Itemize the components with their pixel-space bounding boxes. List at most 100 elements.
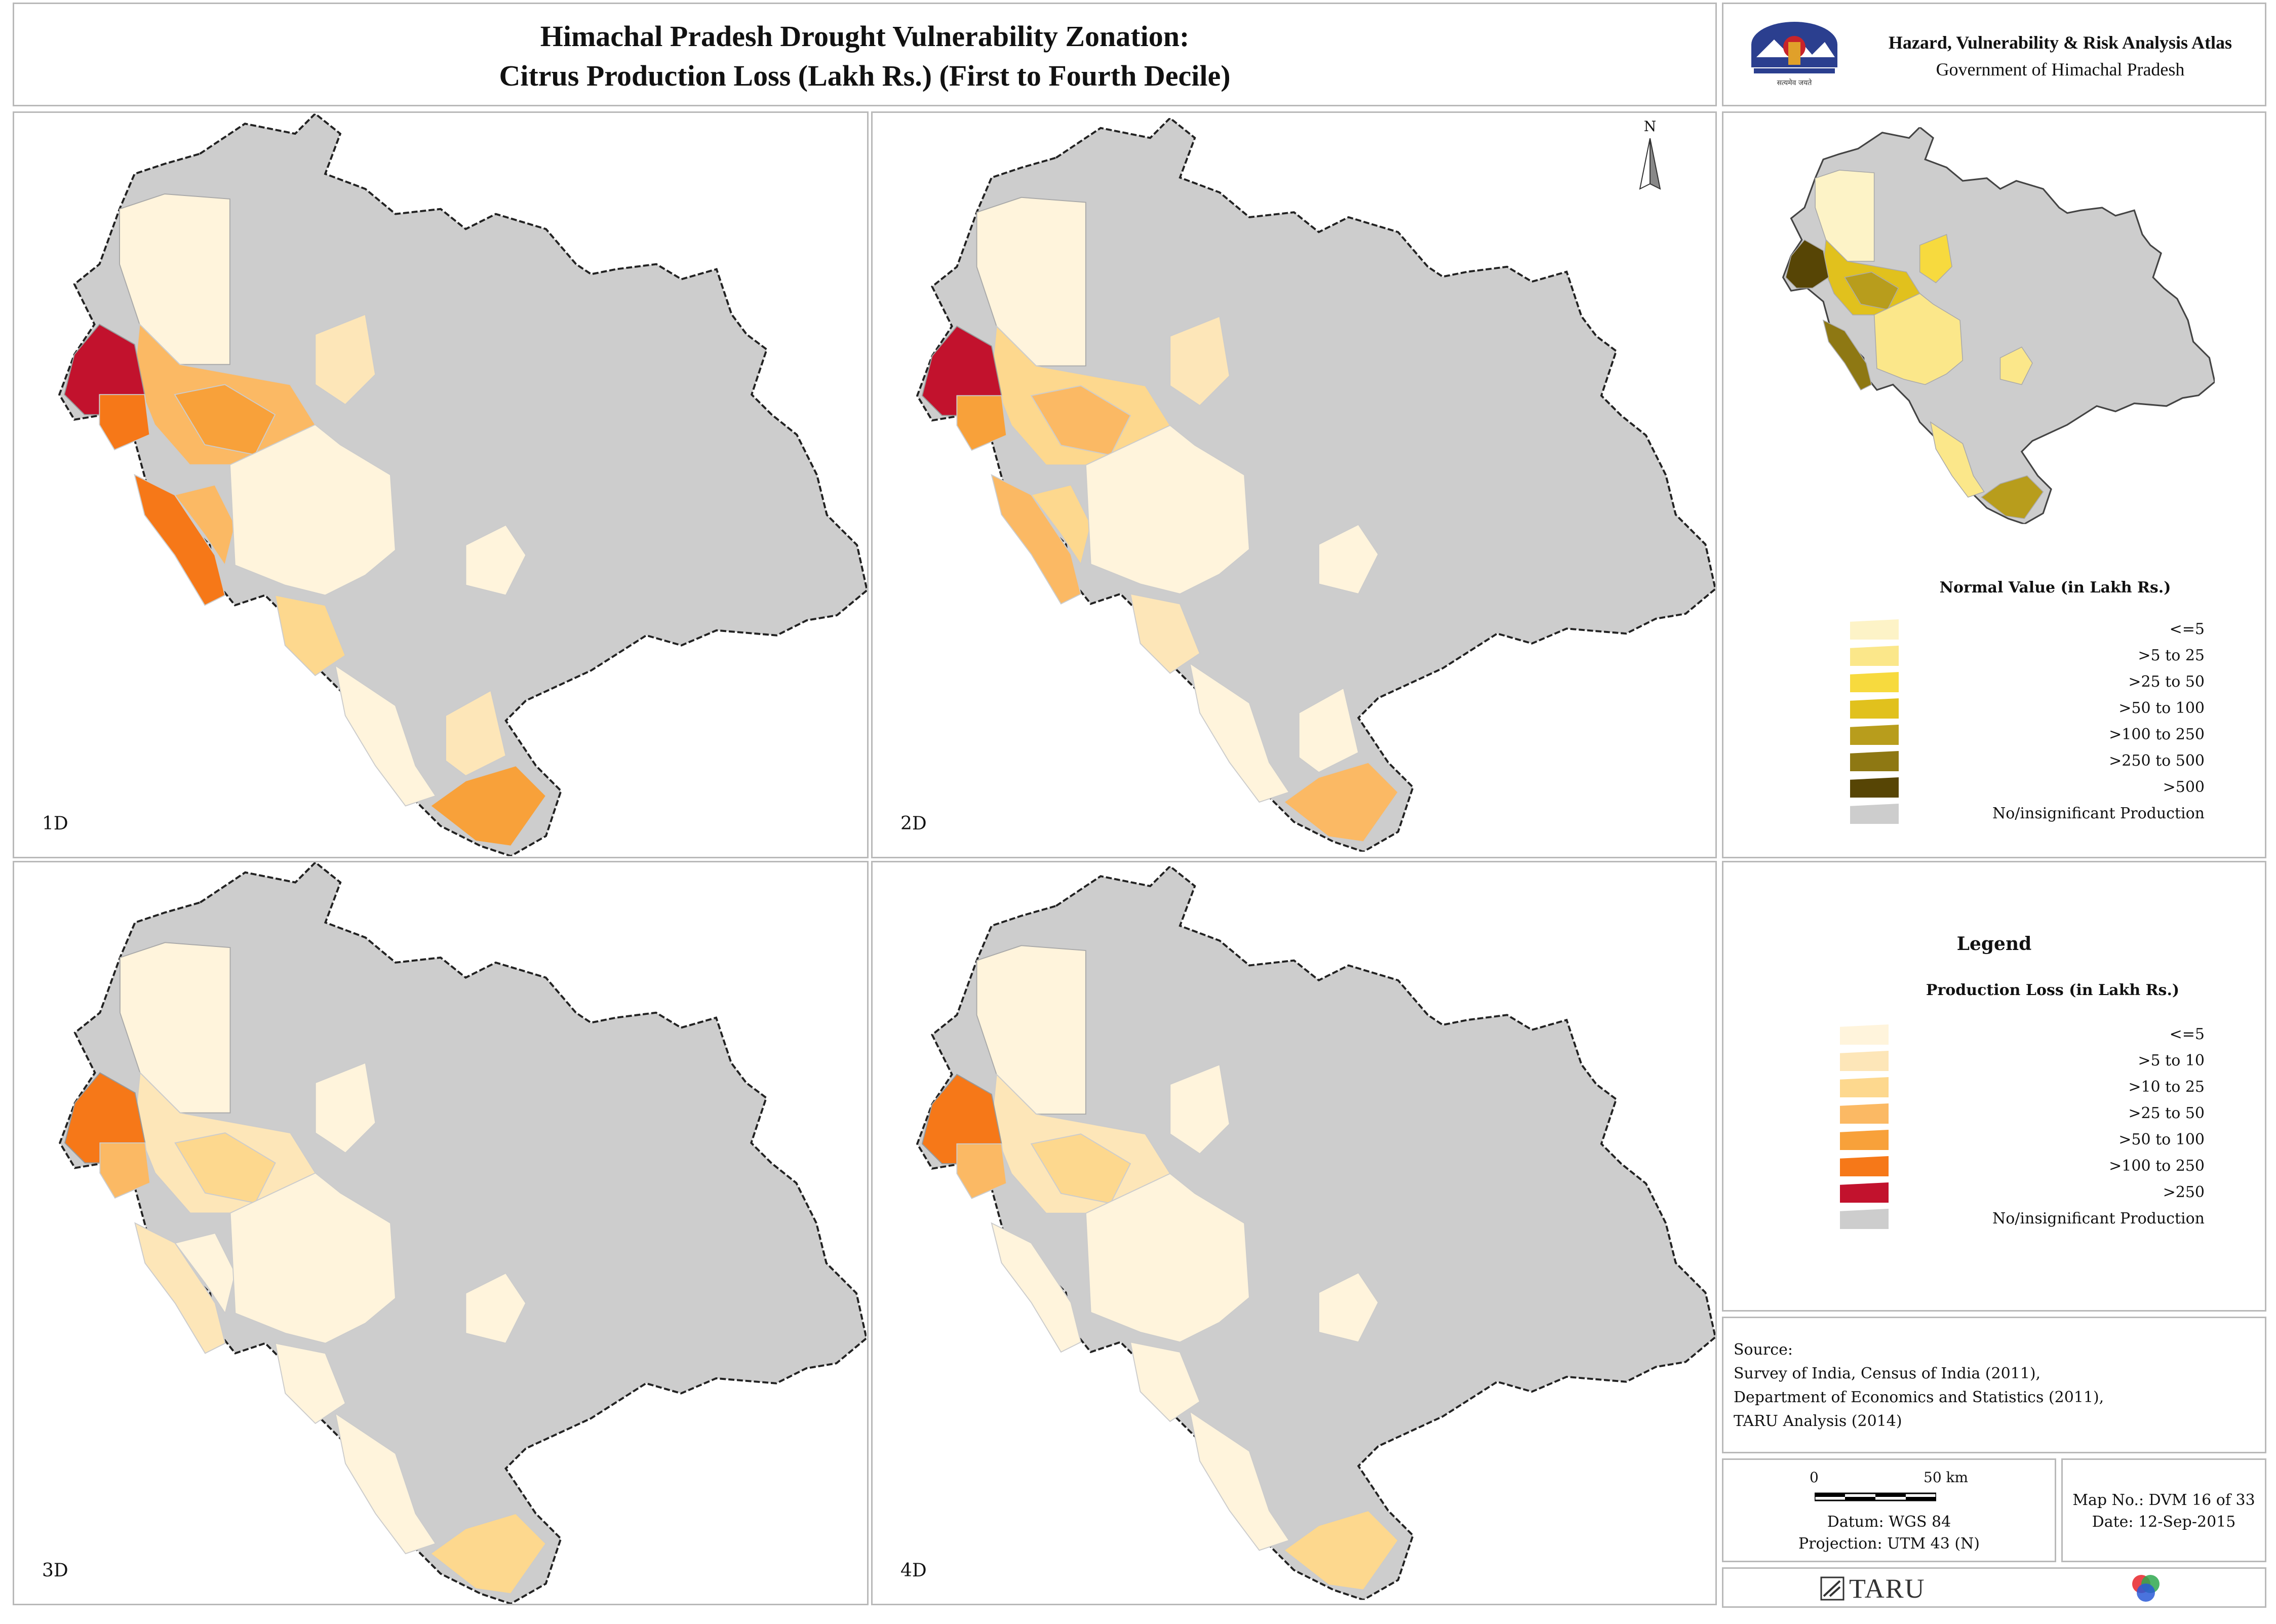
region-indora-4d <box>956 1143 1007 1199</box>
legend-swatch <box>1850 698 1899 719</box>
legend-swatch <box>1840 1024 1889 1045</box>
region-sirmaur-4d <box>1283 1510 1399 1591</box>
atlas-header-box: सत्यमेव जयते Hazard, Vulnerability & Ris… <box>1722 3 2266 106</box>
region-chamba-2d <box>976 196 1086 367</box>
projection-text: Projection: UTM 43 (N) <box>1798 1535 1980 1553</box>
datum-text: Datum: WGS 84 <box>1827 1513 1951 1531</box>
region-sirmaur-3d <box>429 1513 547 1595</box>
legend-item: No/insignificant Production <box>1850 804 2205 825</box>
region-chamba-3d <box>119 942 231 1114</box>
legend-swatch <box>1840 1103 1889 1124</box>
legend-item: >250 <box>1840 1182 2205 1204</box>
region-una-4d <box>991 1222 1082 1353</box>
normal-value-legend: <=5 >5 to 25 >25 to 50 >50 to 100 >100 to 25… <box>1850 619 2205 832</box>
legend-label: >5 to 25 <box>2138 647 2205 664</box>
title-box: Himachal Pradesh Drought Vulnerability Z… <box>13 3 1717 106</box>
inset-region-chamba <box>1815 170 1875 262</box>
legend-swatch <box>1840 1077 1889 1097</box>
legend-label: <=5 <box>2169 1025 2205 1043</box>
region-mandi-2d <box>1085 424 1250 595</box>
legend-item: >100 to 250 <box>1850 725 2205 746</box>
region-kullu-4d <box>1169 1063 1230 1155</box>
source-line-1: Survey of India, Census of India (2011), <box>1734 1365 2041 1382</box>
map-title-line-2: Citrus Production Loss (Lakh Rs.) (First… <box>499 59 1231 92</box>
legend-swatch <box>1850 751 1899 771</box>
region-una-1d <box>134 473 226 606</box>
region-bilaspur-2d <box>1129 593 1201 674</box>
map-number: Map No.: DVM 16 of 33 <box>2072 1491 2255 1509</box>
legend-item: >10 to 25 <box>1840 1077 2205 1098</box>
region-kinnaur-east-1d <box>465 524 527 596</box>
source-line-2: Department of Economics and Statistics (… <box>1734 1389 2104 1406</box>
region-kullu-3d <box>315 1062 376 1154</box>
region-bilaspur-4d <box>1129 1341 1201 1422</box>
choropleth-map-3d <box>14 862 867 1604</box>
legend-item: No/insignificant Production <box>1840 1209 2205 1230</box>
choropleth-map-2d <box>873 113 1715 857</box>
legend-item: >5 to 25 <box>1850 646 2205 667</box>
region-bilaspur-3d <box>274 1342 346 1424</box>
legend-swatch <box>1840 1182 1889 1203</box>
inset-region-kullu <box>1919 233 1953 284</box>
legend-label: <=5 <box>2169 620 2205 638</box>
rgb-circles-logo-icon <box>2132 1575 2160 1602</box>
government-name: Government of Himachal Pradesh <box>1936 59 2185 80</box>
region-bilaspur-1d <box>274 595 346 677</box>
legend-label: No/insignificant Production <box>1992 1210 2205 1227</box>
map-panel-1d[interactable]: 1D <box>13 111 869 858</box>
region-kangra-core-4d <box>1030 1133 1131 1204</box>
legend-label: >25 to 50 <box>2128 673 2205 691</box>
map-panel-4d[interactable]: 4D <box>871 861 1717 1605</box>
panel-label-4d: 4D <box>900 1560 927 1581</box>
region-kangra-core-2d <box>1030 385 1131 456</box>
map-info-box: Map No.: DVM 16 of 33 Date: 12-Sep-2015 <box>2061 1458 2266 1562</box>
region-chamba-4d <box>976 945 1086 1115</box>
choropleth-map-1d <box>14 113 867 857</box>
region-hamirpur-1d <box>174 484 236 567</box>
legend-item: >25 to 50 <box>1840 1103 2205 1125</box>
inset-region-mandi <box>1873 293 1964 385</box>
legend-item: >50 to 100 <box>1850 698 2205 720</box>
region-una-3d <box>134 1222 226 1354</box>
legend-label: >250 <box>2163 1183 2205 1201</box>
north-label: N <box>1643 118 1657 135</box>
loss-legend-box: Legend Production Loss (in Lakh Rs.) <=5… <box>1722 861 2266 1312</box>
legend-item: <=5 <box>1840 1024 2205 1046</box>
inset-region-kinnaur-east <box>1999 346 2033 385</box>
region-shimla-1d <box>445 690 506 777</box>
inset-region-nurpur <box>1785 239 1829 289</box>
normal-value-inset-map <box>1759 123 2215 528</box>
taru-logo-text: TARU <box>1849 1573 1926 1604</box>
region-solan-1d <box>334 664 437 807</box>
map-panel-3d[interactable]: 3D <box>13 861 869 1605</box>
region-kinnaur-east-4d <box>1318 1272 1379 1343</box>
legend-swatch <box>1850 646 1899 666</box>
region-indora-2d <box>956 395 1007 451</box>
region-kullu-1d <box>315 313 376 406</box>
region-kinnaur-east-3d <box>465 1272 527 1344</box>
region-hamirpur-3d <box>174 1232 236 1315</box>
legend-label: >10 to 25 <box>2128 1078 2205 1096</box>
scale-start-label: 0 <box>1810 1469 1819 1486</box>
region-kangra-core-3d <box>174 1132 276 1204</box>
emblem-text: सत्यमेव जयते <box>1777 78 1813 87</box>
region-hamirpur-2d <box>1030 484 1091 566</box>
inset-region-una <box>1822 319 1872 391</box>
legend-item: >100 to 250 <box>1840 1156 2205 1177</box>
source-line-3: TARU Analysis (2014) <box>1734 1412 1902 1430</box>
legend-item: >5 to 10 <box>1840 1051 2205 1072</box>
loss-legend-title: Production Loss (in Lakh Rs.) <box>1926 981 2180 999</box>
legend-label: >50 to 100 <box>2118 1131 2205 1148</box>
region-mandi-3d <box>229 1172 396 1344</box>
map-panel-2d[interactable]: N 2D <box>871 111 1717 858</box>
legend-label: >50 to 100 <box>2118 699 2205 717</box>
scale-end-label: 50 km <box>1924 1469 1969 1486</box>
taru-logo-icon <box>1820 1576 1845 1601</box>
panel-label-3d: 3D <box>42 1560 68 1581</box>
legend-label: >500 <box>2163 778 2205 796</box>
north-arrow: N <box>1635 118 1665 194</box>
atlas-name: Hazard, Vulnerability & Risk Analysis At… <box>1888 32 2232 53</box>
legend-swatch <box>1840 1051 1889 1071</box>
choropleth-map-4d <box>873 862 1715 1604</box>
region-solan-4d <box>1189 1410 1290 1551</box>
